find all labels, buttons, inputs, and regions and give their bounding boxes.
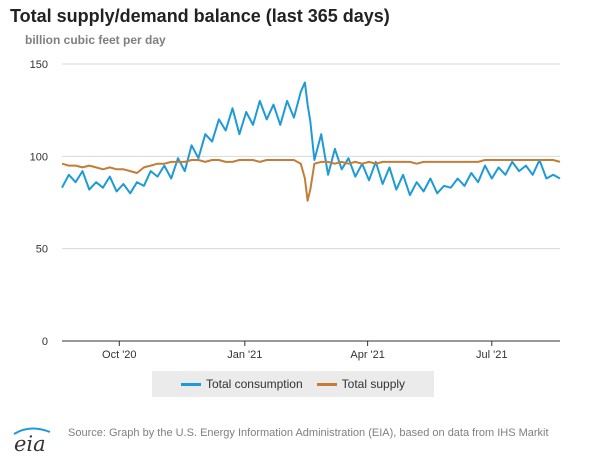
legend-label-supply: Total supply (341, 377, 406, 391)
chart-footer: eia Source: Graph by the U.S. Energy Inf… (10, 426, 588, 456)
consumption-swatch-icon (180, 382, 201, 386)
source-note: Source: Graph by the U.S. Energy Informa… (68, 427, 549, 439)
line-chart: 0 50 100 150 Oct '20 Jan '21 Apr '21 Jul '21 (30, 59, 561, 361)
chart-legend: Total consumption Total supply (152, 371, 434, 397)
legend-label-consumption: Total consumption (205, 377, 303, 391)
consumption-series-line (61, 81, 561, 197)
y-tick-label: 150 (30, 59, 48, 71)
eia-logo-swoosh-icon (13, 427, 51, 435)
eia-logo: eia (10, 426, 56, 456)
eia-logo-text: eia (14, 432, 46, 456)
x-tick-label: Apr '21 (350, 349, 385, 361)
chart-title: Total supply/demand balance (last 365 da… (10, 6, 390, 26)
y-tick-label: 50 (36, 244, 48, 256)
supply-series-line (61, 159, 561, 202)
y-tick-label: 0 (42, 336, 48, 348)
series-lines (61, 81, 561, 202)
legend-item-consumption: Total consumption (180, 377, 303, 391)
x-tick-label: Jan '21 (227, 349, 262, 361)
y-axis: 0 50 100 150 (30, 59, 48, 348)
x-axis: Oct '20 Jan '21 Apr '21 Jul '21 (102, 341, 508, 361)
legend-item-supply: Total supply (316, 377, 406, 391)
x-tick-label: Jul '21 (476, 349, 507, 361)
gridlines (62, 63, 560, 342)
supply-swatch-icon (316, 382, 337, 386)
y-tick-label: 100 (30, 151, 48, 163)
chart-units: billion cubic feet per day (25, 33, 166, 47)
x-tick-label: Oct '20 (102, 349, 137, 361)
